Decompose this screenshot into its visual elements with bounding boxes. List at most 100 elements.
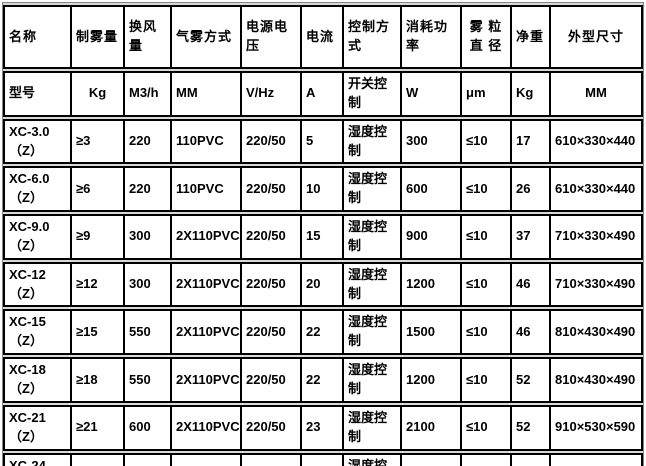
cell-current: 15 bbox=[302, 214, 344, 260]
cell-current: 25 bbox=[302, 452, 344, 466]
cell-net-weight: 52 bbox=[512, 357, 551, 403]
cell-fog-output: ≥3 bbox=[72, 118, 125, 165]
cell-dimensions: 910×530×590 bbox=[551, 404, 643, 451]
cell-particle-diameter: ≤10 bbox=[462, 357, 512, 403]
cell-control-method: 湿度控制 bbox=[344, 214, 402, 260]
spec-row: XC-3.0（Z） ≥3 220 110PVC 220/50 5 湿度控制 30… bbox=[3, 118, 643, 165]
cell-particle-diameter: ≤10 bbox=[462, 309, 512, 356]
spec-row: XC-9.0（Z） ≥9 300 2X110PVC 220/50 15 湿度控制… bbox=[3, 214, 643, 260]
cell-particle-diameter: ≤10 bbox=[462, 214, 512, 260]
cell-mist-method: 2X110PVC bbox=[172, 309, 242, 356]
cell-net-weight: 46 bbox=[512, 261, 551, 308]
cell-voltage: 220/50 bbox=[242, 309, 302, 356]
spec-row: XC-12（Z） ≥12 300 2X110PVC 220/50 20 湿度控制… bbox=[3, 261, 643, 308]
cell-fog-output: ≥18 bbox=[72, 357, 125, 403]
cell-mist-method: 2X110PVC bbox=[172, 214, 242, 260]
spec-row: XC-24（Z） ≥24 600 2X110PVC 220/50 25 湿度控制… bbox=[3, 452, 643, 466]
cell-control-method: 湿度控制 bbox=[344, 261, 402, 308]
cell-power-consumption: 2100 bbox=[402, 404, 462, 451]
spec-row: XC-15（Z） ≥15 550 2X110PVC 220/50 22 湿度控制… bbox=[3, 309, 643, 356]
header-mist-method: 气雾方式 bbox=[172, 5, 242, 69]
cell-net-weight: 46 bbox=[512, 309, 551, 356]
unit-row: 型号 Kg M3/h MM V/Hz A 开关控制 W μm Kg MM bbox=[3, 71, 643, 117]
unit-fog-output: Kg bbox=[72, 71, 125, 117]
unit-mist-method: MM bbox=[172, 71, 242, 117]
cell-particle-diameter: ≤10 bbox=[462, 118, 512, 165]
header-particle-diameter: 雾 粒 直 径 bbox=[462, 5, 512, 69]
cell-fog-output: ≥9 bbox=[72, 214, 125, 260]
cell-control-method: 湿度控制 bbox=[344, 452, 402, 466]
cell-model: XC-21（Z） bbox=[3, 404, 72, 451]
cell-power-consumption: 2400 bbox=[402, 452, 462, 466]
cell-particle-diameter: ≤10 bbox=[462, 261, 512, 308]
header-net-weight: 净重 bbox=[512, 5, 551, 69]
cell-current: 22 bbox=[302, 357, 344, 403]
cell-air-exchange: 600 bbox=[125, 404, 172, 451]
cell-voltage: 220/50 bbox=[242, 452, 302, 466]
cell-model: XC-15（Z） bbox=[3, 309, 72, 356]
header-power-consumption: 消耗功 率 bbox=[402, 5, 462, 69]
header-dimensions: 外型尺寸 bbox=[551, 5, 643, 69]
unit-air-exchange: M3/h bbox=[125, 71, 172, 117]
cell-power-consumption: 600 bbox=[402, 166, 462, 213]
unit-model: 型号 bbox=[3, 71, 72, 117]
cell-power-consumption: 1200 bbox=[402, 357, 462, 403]
cell-current: 10 bbox=[302, 166, 344, 213]
cell-dimensions: 810×430×490 bbox=[551, 309, 643, 356]
cell-dimensions: 610×330×440 bbox=[551, 118, 643, 165]
cell-current: 23 bbox=[302, 404, 344, 451]
cell-net-weight: 52 bbox=[512, 452, 551, 466]
cell-particle-diameter: ≤10 bbox=[462, 452, 512, 466]
cell-current: 22 bbox=[302, 309, 344, 356]
header-control-method: 控制方式 bbox=[344, 5, 402, 69]
cell-voltage: 220/50 bbox=[242, 404, 302, 451]
cell-voltage: 220/50 bbox=[242, 118, 302, 165]
cell-air-exchange: 220 bbox=[125, 166, 172, 213]
cell-mist-method: 110PVC bbox=[172, 118, 242, 165]
unit-control-method: 开关控制 bbox=[344, 71, 402, 117]
unit-dimensions: MM bbox=[551, 71, 643, 117]
cell-control-method: 湿度控制 bbox=[344, 404, 402, 451]
cell-model: XC-24（Z） bbox=[3, 452, 72, 466]
cell-air-exchange: 300 bbox=[125, 261, 172, 308]
cell-power-consumption: 900 bbox=[402, 214, 462, 260]
cell-particle-diameter: ≤10 bbox=[462, 166, 512, 213]
cell-current: 5 bbox=[302, 118, 344, 165]
spec-row: XC-18（Z） ≥18 550 2X110PVC 220/50 22 湿度控制… bbox=[3, 357, 643, 403]
spec-row: XC-6.0（Z） ≥6 220 110PVC 220/50 10 湿度控制 6… bbox=[3, 166, 643, 213]
cell-voltage: 220/50 bbox=[242, 261, 302, 308]
cell-mist-method: 2X110PVC bbox=[172, 404, 242, 451]
cell-power-consumption: 300 bbox=[402, 118, 462, 165]
cell-control-method: 湿度控制 bbox=[344, 309, 402, 356]
cell-mist-method: 110PVC bbox=[172, 166, 242, 213]
cell-mist-method: 2X110PVC bbox=[172, 357, 242, 403]
cell-net-weight: 37 bbox=[512, 214, 551, 260]
cell-fog-output: ≥15 bbox=[72, 309, 125, 356]
cell-mist-method: 2X110PVC bbox=[172, 261, 242, 308]
unit-net-weight: Kg bbox=[512, 71, 551, 117]
cell-particle-diameter: ≤10 bbox=[462, 404, 512, 451]
header-name: 名称 bbox=[3, 5, 72, 69]
unit-power-consumption: W bbox=[402, 71, 462, 117]
cell-power-consumption: 1200 bbox=[402, 261, 462, 308]
cell-voltage: 220/50 bbox=[242, 357, 302, 403]
cell-voltage: 220/50 bbox=[242, 166, 302, 213]
cell-control-method: 湿度控制 bbox=[344, 118, 402, 165]
cell-dimensions: 710×330×490 bbox=[551, 214, 643, 260]
cell-current: 20 bbox=[302, 261, 344, 308]
spec-row: XC-21（Z） ≥21 600 2X110PVC 220/50 23 湿度控制… bbox=[3, 404, 643, 451]
unit-voltage: V/Hz bbox=[242, 71, 302, 117]
cell-control-method: 湿度控制 bbox=[344, 166, 402, 213]
header-row: 名称 制雾量 换风量 气雾方式 电源电压 电流 控制方式 消耗功 率 雾 粒 直… bbox=[3, 5, 643, 69]
cell-model: XC-3.0（Z） bbox=[3, 118, 72, 165]
cell-fog-output: ≥24 bbox=[72, 452, 125, 466]
cell-fog-output: ≥6 bbox=[72, 166, 125, 213]
cell-control-method: 湿度控制 bbox=[344, 357, 402, 403]
cell-model: XC-12（Z） bbox=[3, 261, 72, 308]
cell-voltage: 220/50 bbox=[242, 214, 302, 260]
cell-mist-method: 2X110PVC bbox=[172, 452, 242, 466]
cell-model: XC-18（Z） bbox=[3, 357, 72, 403]
cell-dimensions: 710×330×490 bbox=[551, 261, 643, 308]
